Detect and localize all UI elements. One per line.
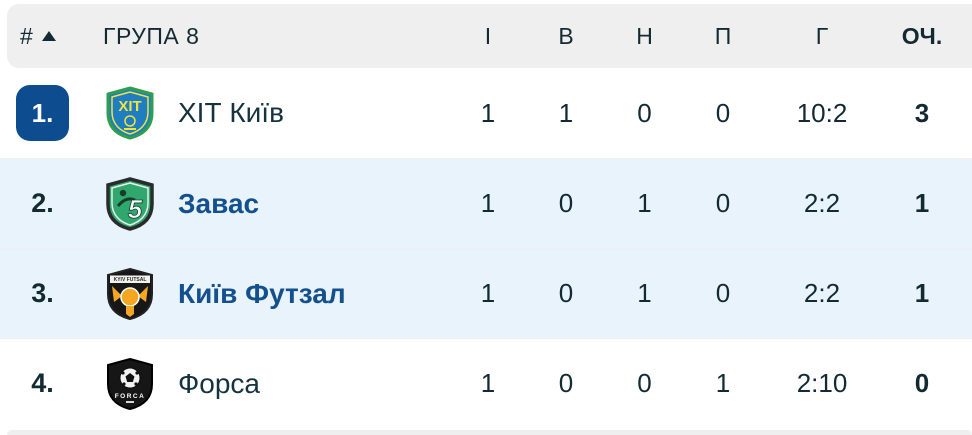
stat-draws: 0 xyxy=(637,97,652,128)
zavas-logo-icon: 5 xyxy=(106,176,154,231)
table-header-row: # ГРУПА 8 І В Н П Г ОЧ. xyxy=(7,4,972,68)
forsa-logo-icon: FORCA xyxy=(107,357,153,410)
table-row[interactable]: 3. KYIV FUTSAL Київ Футзал 1 0 1 0 2:2 1 xyxy=(0,248,972,338)
hit-kyiv-logo-icon: ХІТ xyxy=(106,86,154,140)
kyiv-futsal-logo-icon: KYIV FUTSAL xyxy=(107,267,153,320)
column-header-losses[interactable]: П xyxy=(714,22,732,49)
table-row[interactable]: 4. FORCA Форса 1 0 0 1 2:10 0 xyxy=(0,338,972,428)
stat-points: 1 xyxy=(914,188,930,218)
stat-losses: 0 xyxy=(715,278,731,308)
stat-draws: 1 xyxy=(637,188,652,218)
team-name: Форса xyxy=(178,367,261,399)
group-column-header: ГРУПА 8 xyxy=(103,22,200,49)
column-header-points[interactable]: ОЧ. xyxy=(901,22,943,49)
stat-goals: 2:2 xyxy=(803,188,841,218)
stat-draws: 0 xyxy=(637,368,652,398)
stat-games: 1 xyxy=(480,368,496,398)
rank-cell: 2. xyxy=(0,188,93,219)
next-section-header-edge xyxy=(7,430,972,435)
team-name: ХІТ Київ xyxy=(178,97,284,128)
stat-wins: 0 xyxy=(558,278,574,308)
stat-points: 0 xyxy=(914,368,930,398)
rank-cell: 3. xyxy=(0,278,93,309)
leader-rank-badge: 1. xyxy=(16,85,69,141)
club-cell: FORCA Форса xyxy=(93,356,449,412)
svg-text:ХІТ: ХІТ xyxy=(118,98,141,115)
team-name-link[interactable]: Завас xyxy=(178,187,260,219)
svg-text:FORCA: FORCA xyxy=(115,393,146,400)
club-cell: KYIV FUTSAL Київ Футзал xyxy=(93,266,449,322)
stat-games: 1 xyxy=(480,97,496,128)
stat-losses: 0 xyxy=(715,188,731,218)
stat-wins: 1 xyxy=(558,97,574,128)
svg-text:5: 5 xyxy=(128,194,143,224)
column-header-draws[interactable]: Н xyxy=(636,22,653,49)
sort-ascending-icon xyxy=(41,31,56,41)
stat-wins: 0 xyxy=(558,368,574,398)
rank-number: 4. xyxy=(31,368,54,398)
club-cell: ХІТ ХІТ Київ xyxy=(93,85,449,141)
stat-losses: 1 xyxy=(715,368,731,398)
stat-wins: 0 xyxy=(558,188,574,218)
table-row[interactable]: 1. ХІТ ХІТ Київ 1 1 0 0 10:2 3 xyxy=(0,68,972,158)
column-header-goals[interactable]: Г xyxy=(815,22,829,49)
table-row[interactable]: 2. 5 Завас 1 0 1 0 2:2 1 xyxy=(0,158,972,248)
stat-goals: 10:2 xyxy=(796,97,848,128)
stat-goals: 2:2 xyxy=(803,278,841,308)
stat-games: 1 xyxy=(480,278,496,308)
stat-goals: 2:10 xyxy=(796,368,848,398)
rank-cell: 4. xyxy=(0,368,93,399)
rank-number: 2. xyxy=(31,188,54,218)
column-header-games[interactable]: І xyxy=(484,22,492,49)
rank-number: 3. xyxy=(31,278,54,308)
svg-text:KYIV FUTSAL: KYIV FUTSAL xyxy=(114,277,147,283)
stat-points: 1 xyxy=(914,278,930,308)
club-cell: 5 Завас xyxy=(93,176,449,232)
stat-points: 3 xyxy=(914,97,930,128)
team-name-link[interactable]: Київ Футзал xyxy=(178,277,346,309)
rank-column-label: # xyxy=(20,22,33,49)
stat-losses: 0 xyxy=(715,97,731,128)
rank-column-header[interactable]: # xyxy=(7,23,93,50)
column-header-wins[interactable]: В xyxy=(558,22,574,49)
stat-draws: 1 xyxy=(637,278,652,308)
stat-games: 1 xyxy=(480,188,496,218)
rank-cell: 1. xyxy=(0,85,93,141)
